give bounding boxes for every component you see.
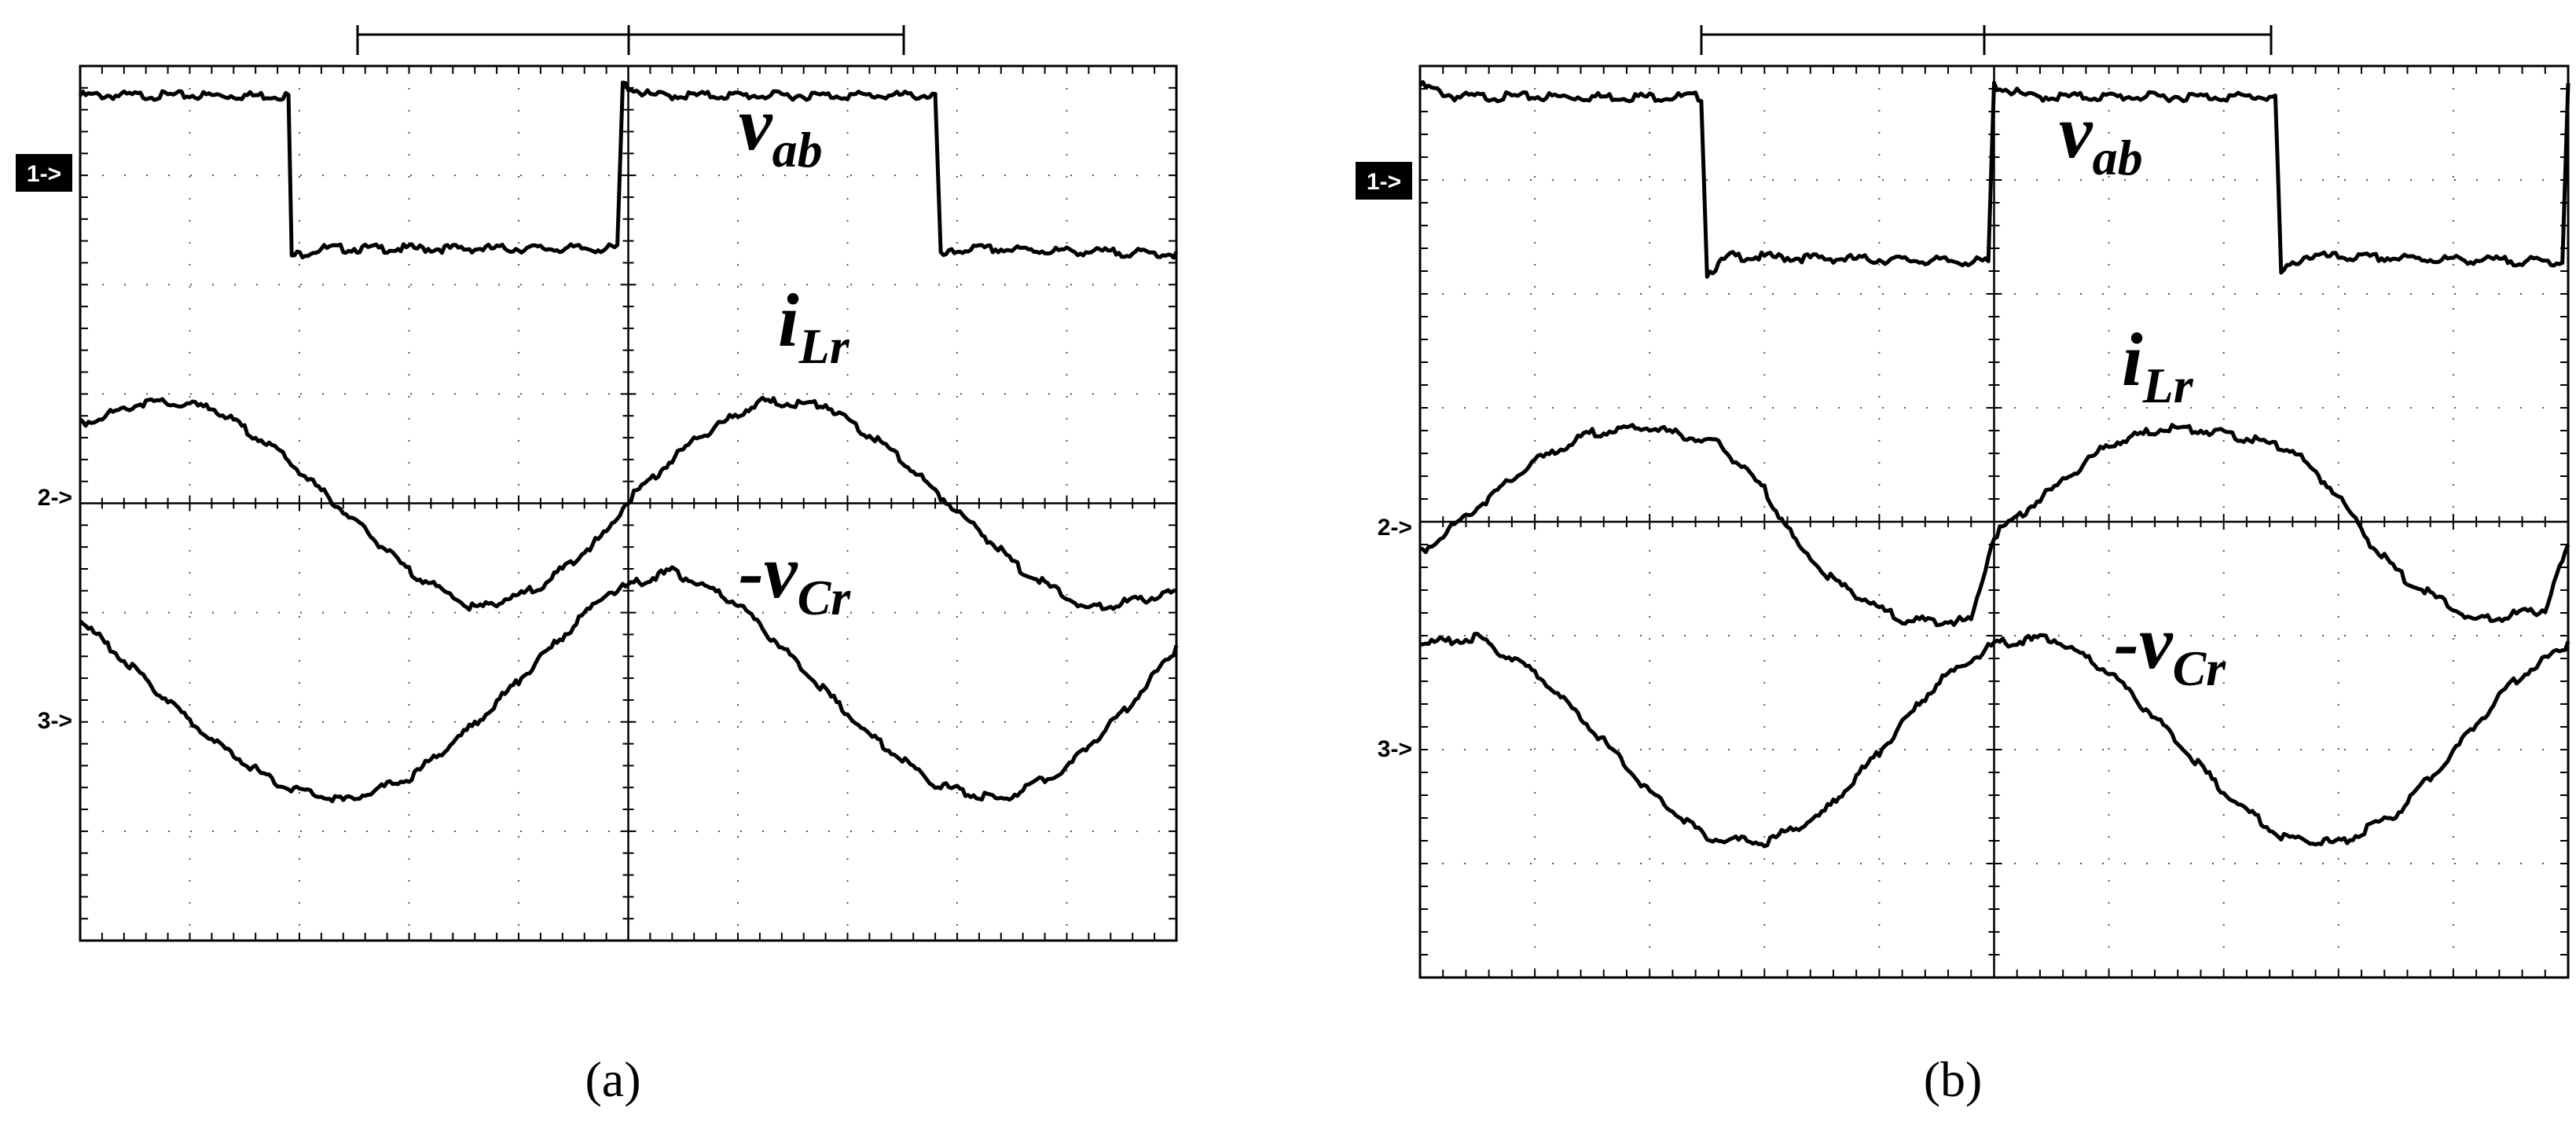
trace-labels-panel-a: vab iLr -vCr bbox=[739, 82, 851, 625]
channel-marker-3: 3-> bbox=[38, 708, 72, 734]
channel-marker-label: 1-> bbox=[27, 161, 61, 187]
channel-marker-label: 3-> bbox=[38, 708, 72, 734]
trace-label-vab: vab bbox=[739, 82, 823, 178]
trace-label-main: v bbox=[2059, 90, 2093, 174]
grid-panel-a bbox=[79, 25, 1178, 942]
channel-marker-label: 2-> bbox=[1378, 515, 1412, 541]
trace-vab bbox=[1418, 80, 2570, 279]
trace-neg-vCr bbox=[79, 565, 1179, 804]
channel-marker-1: 1-> bbox=[16, 154, 72, 192]
trace-label-neg-vCr: -vCr bbox=[739, 530, 851, 625]
trace-labels-panel-b: vab iLr -vCr bbox=[2059, 90, 2226, 696]
trace-label-subscript: Lr bbox=[2142, 358, 2194, 413]
trace-label-main: -v bbox=[739, 530, 798, 614]
trace-label-neg-vCr: -vCr bbox=[2114, 600, 2226, 696]
trace-label-subscript: ab bbox=[772, 122, 823, 178]
trace-label-subscript: Cr bbox=[798, 570, 852, 625]
traces-panel-a bbox=[78, 80, 1179, 804]
trace-label-iLr: iLr bbox=[2122, 317, 2194, 413]
channel-marker-box bbox=[1356, 162, 1412, 200]
traces-panel-b bbox=[1418, 80, 2570, 849]
trace-label-vab: vab bbox=[2059, 90, 2143, 185]
channel-marker-3: 3-> bbox=[1378, 736, 1412, 762]
trace-label-main: v bbox=[739, 82, 773, 166]
trace-iLr bbox=[1419, 423, 2570, 628]
trace-label-subscript: ab bbox=[2093, 130, 2143, 185]
trace-label-main: i bbox=[2122, 317, 2143, 402]
caption-panel-b: (b) bbox=[1924, 1051, 1983, 1107]
channel-marker-label: 3-> bbox=[1378, 736, 1412, 762]
caption-panel-a: (a) bbox=[585, 1051, 640, 1107]
channel-marker-1: 1-> bbox=[1356, 162, 1412, 200]
channel-marker-2: 2-> bbox=[1378, 515, 1412, 541]
trace-label-iLr: iLr bbox=[778, 278, 850, 374]
grid-panel-b bbox=[1418, 25, 2570, 979]
trace-label-main: -v bbox=[2114, 600, 2174, 684]
trace-label-subscript: Lr bbox=[798, 318, 850, 374]
trace-vab bbox=[78, 80, 1179, 260]
trace-label-subscript: Cr bbox=[2173, 640, 2227, 696]
channel-markers-panel-a: 1-> 2-> 3-> bbox=[16, 154, 72, 734]
oscilloscope-panel-a: 1-> 2-> 3-> vab iLr -vCr (a) bbox=[16, 25, 1179, 1107]
channel-marker-label: 1-> bbox=[1367, 169, 1401, 195]
trace-iLr bbox=[79, 395, 1177, 612]
channel-marker-label: 2-> bbox=[38, 485, 72, 511]
oscilloscope-panel-b: 1-> 2-> 3-> vab iLr -vCr (b) bbox=[1356, 25, 2570, 1107]
channel-marker-box bbox=[16, 154, 72, 192]
trace-label-main: i bbox=[778, 278, 799, 362]
channel-marker-2: 2-> bbox=[38, 485, 72, 511]
channel-markers-panel-b: 1-> 2-> 3-> bbox=[1356, 162, 1412, 762]
trace-neg-vCr bbox=[1419, 632, 2570, 849]
